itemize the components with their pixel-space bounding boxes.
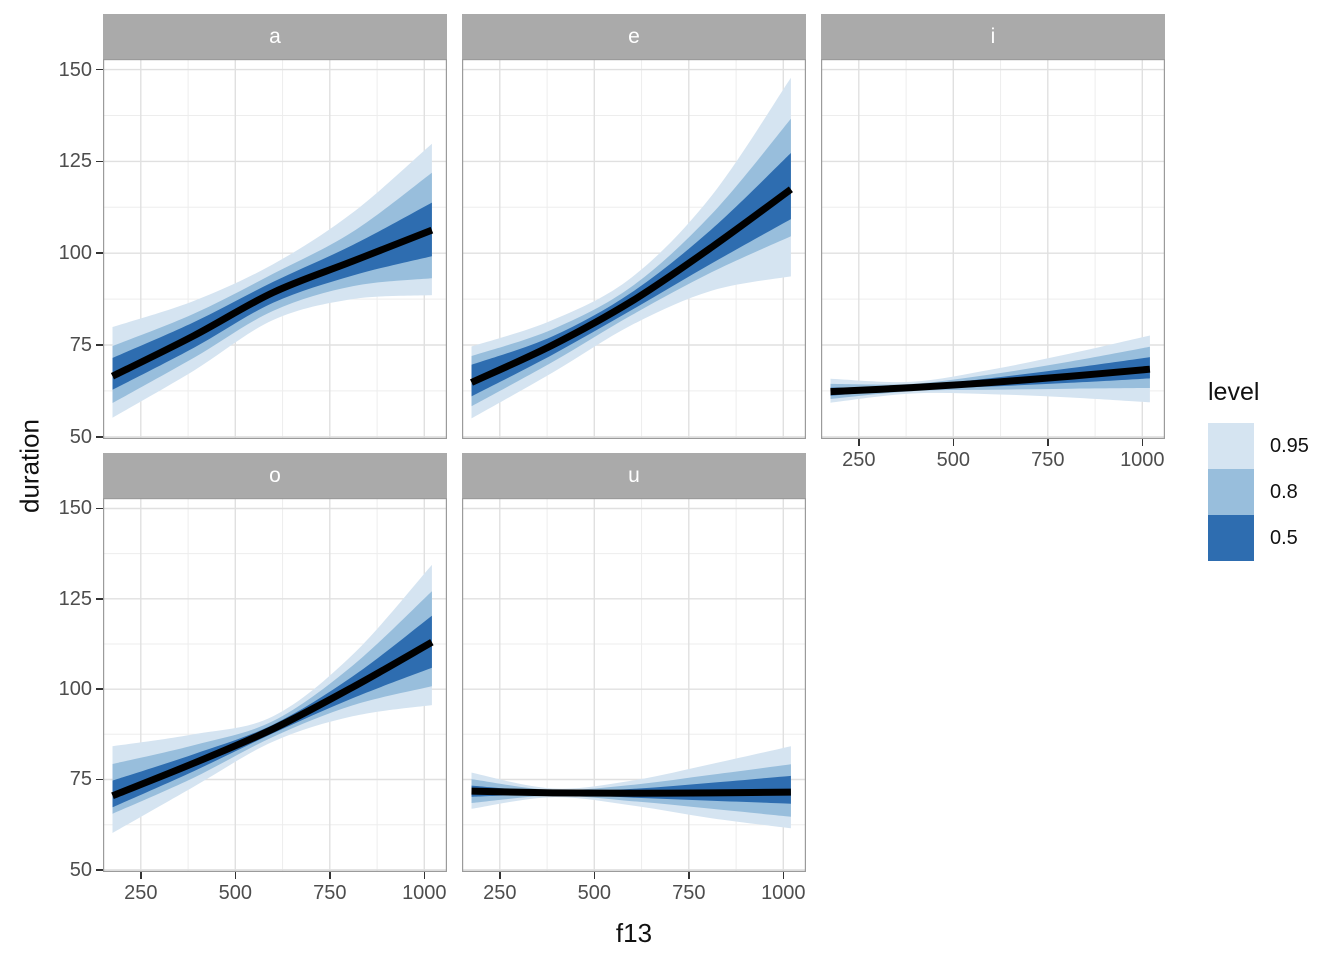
y-tick-label: 125 <box>58 150 92 173</box>
facet-panel-o: o <box>103 453 447 872</box>
y-tick-label: 150 <box>58 58 92 81</box>
x-tick-label: 750 <box>1031 449 1065 471</box>
x-tick-mark <box>423 872 426 879</box>
y-tick-mark <box>96 436 103 438</box>
x-axis-title: f13 <box>615 918 653 948</box>
y-tick-label: 100 <box>58 242 92 265</box>
x-tick-label: 1000 <box>402 882 447 904</box>
plot-area-u <box>462 498 806 872</box>
facet-strip-u: u <box>462 453 806 498</box>
y-tick-mark <box>96 344 103 346</box>
facet-strip-label-o: o <box>269 463 281 487</box>
x-tick-label: 1000 <box>761 882 806 904</box>
legend-entry-08: 0.8 <box>1208 469 1309 515</box>
facet-panel-u: u <box>462 453 806 872</box>
x-tick-mark <box>1141 439 1144 446</box>
facet-strip-i: i <box>821 14 1165 59</box>
y-tick-mark <box>96 507 103 510</box>
x-tick-label: 500 <box>577 882 611 904</box>
legend-label-05: 0.5 <box>1270 526 1298 549</box>
x-tick-mark <box>593 872 596 879</box>
y-tick-label: 150 <box>58 497 92 520</box>
facet-panel-i: i <box>821 14 1165 439</box>
y-tick-mark <box>96 252 103 254</box>
x-tick-label: 750 <box>672 882 706 904</box>
legend-label-08: 0.8 <box>1270 480 1298 503</box>
facet-strip-o: o <box>103 453 447 498</box>
y-tick-label: 75 <box>69 334 92 356</box>
x-tick-mark <box>499 872 501 879</box>
legend-entry-095: 0.95 <box>1208 423 1309 469</box>
x-tick-label: 750 <box>313 882 347 904</box>
legend-entry-05: 0.5 <box>1208 515 1309 561</box>
x-tick-mark <box>858 439 860 446</box>
y-tick-label: 75 <box>69 768 92 791</box>
facet-strip-label-u: u <box>628 463 640 487</box>
legend-swatch-05 <box>1208 515 1254 561</box>
facet-panel-a: a <box>103 14 447 439</box>
facet-strip-label-i: i <box>990 24 996 48</box>
x-tick-label: 250 <box>124 882 158 904</box>
y-tick-label: 50 <box>69 425 92 448</box>
legend-label-095: 0.95 <box>1270 434 1309 457</box>
x-tick-mark <box>1047 439 1049 446</box>
facet-panel-e: e <box>462 14 806 439</box>
x-tick-mark <box>234 872 237 879</box>
y-tick-mark <box>96 598 103 600</box>
facet-strip-a: a <box>103 14 447 59</box>
x-tick-label: 250 <box>842 449 876 471</box>
y-tick-mark <box>96 688 103 690</box>
x-tick-label: 500 <box>218 882 252 904</box>
y-tick-label: 100 <box>58 678 92 701</box>
plot-area-o <box>103 498 447 872</box>
legend-swatch-08 <box>1208 469 1254 515</box>
y-tick-mark <box>96 160 103 163</box>
x-tick-mark <box>140 872 142 879</box>
y-tick-mark <box>96 869 103 871</box>
y-tick-mark <box>96 778 103 781</box>
x-tick-mark <box>329 872 331 879</box>
plot-area-e <box>462 59 806 439</box>
x-tick-label: 1000 <box>1120 449 1165 471</box>
plot-area-i <box>821 59 1165 439</box>
facet-strip-e: e <box>462 14 806 59</box>
x-tick-label: 500 <box>936 449 970 471</box>
plot-area-a <box>103 59 447 439</box>
x-tick-label: 250 <box>483 882 517 904</box>
y-tick-label: 50 <box>69 858 92 881</box>
x-tick-mark <box>688 872 690 879</box>
legend-swatch-095 <box>1208 423 1254 469</box>
legend: level 0.95 0.8 0.5 <box>1208 378 1309 561</box>
facet-strip-label-a: a <box>269 24 281 48</box>
facet-strip-label-e: e <box>628 24 640 48</box>
y-tick-label: 125 <box>58 587 92 610</box>
x-tick-mark <box>782 872 785 879</box>
y-tick-mark <box>96 68 103 71</box>
x-tick-mark <box>952 439 955 446</box>
legend-title: level <box>1208 378 1260 406</box>
